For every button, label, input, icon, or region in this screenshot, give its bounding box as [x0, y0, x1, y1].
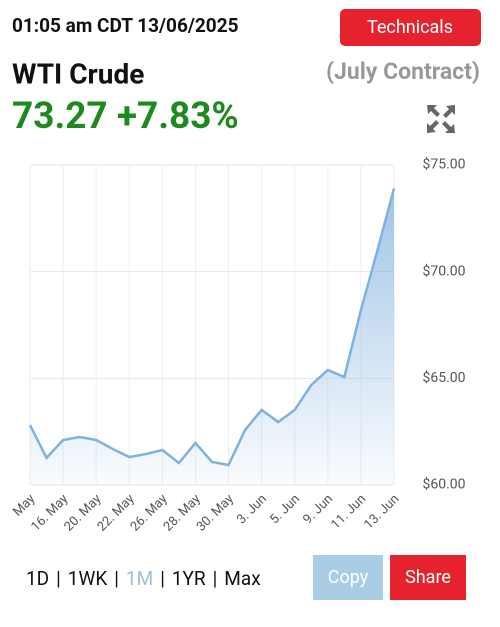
range-option[interactable]: 1YR — [172, 567, 206, 590]
button-bg — [390, 555, 466, 600]
separator: | — [56, 567, 61, 590]
timestamp: 01:05 am CDT 13/06/2025 — [12, 14, 239, 37]
x-tick-label: 5. Jun — [267, 492, 303, 528]
contract: (July Contract) — [326, 58, 480, 85]
x-tick-label: 13. Jun — [361, 492, 402, 533]
range-option[interactable]: 1D — [26, 567, 49, 590]
y-tick-label: $65.00 — [422, 369, 465, 386]
expand-icon[interactable] — [427, 105, 455, 133]
button-label: Copy — [328, 567, 369, 588]
share-button[interactable]: Share — [390, 555, 466, 600]
x-tick-label: 11. Jun — [328, 492, 369, 533]
y-tick-label: $75.00 — [422, 156, 465, 173]
x-tick-label: May — [10, 492, 38, 520]
technicals-button[interactable]: Technicals — [340, 9, 481, 46]
line — [28, 188, 396, 467]
copy-button[interactable]: Copy — [313, 555, 383, 600]
x-tick-label: 30. May — [194, 492, 237, 535]
price-change: 73.27 +7.83% — [12, 95, 239, 138]
y-tick-label: $70.00 — [422, 262, 465, 279]
expand-glyph — [427, 105, 455, 133]
range-option[interactable]: 1M — [126, 567, 153, 590]
range-option[interactable]: Max — [224, 567, 261, 590]
range-option[interactable]: 1WK — [68, 567, 108, 590]
separator: | — [160, 567, 165, 590]
y-tick-label: $60.00 — [422, 476, 465, 493]
separator: | — [213, 567, 218, 590]
button-label: Share — [405, 567, 451, 588]
separator: | — [114, 567, 119, 590]
button-bg — [313, 555, 383, 600]
button-bg — [340, 9, 481, 46]
area — [30, 188, 394, 485]
instrument-name: WTI Crude — [12, 57, 144, 90]
range-selector: 1D | 1WK | 1M | 1YR | Max — [26, 567, 261, 590]
x-tick-label: 3. Jun — [234, 492, 270, 528]
button-label: Technicals — [367, 17, 453, 38]
